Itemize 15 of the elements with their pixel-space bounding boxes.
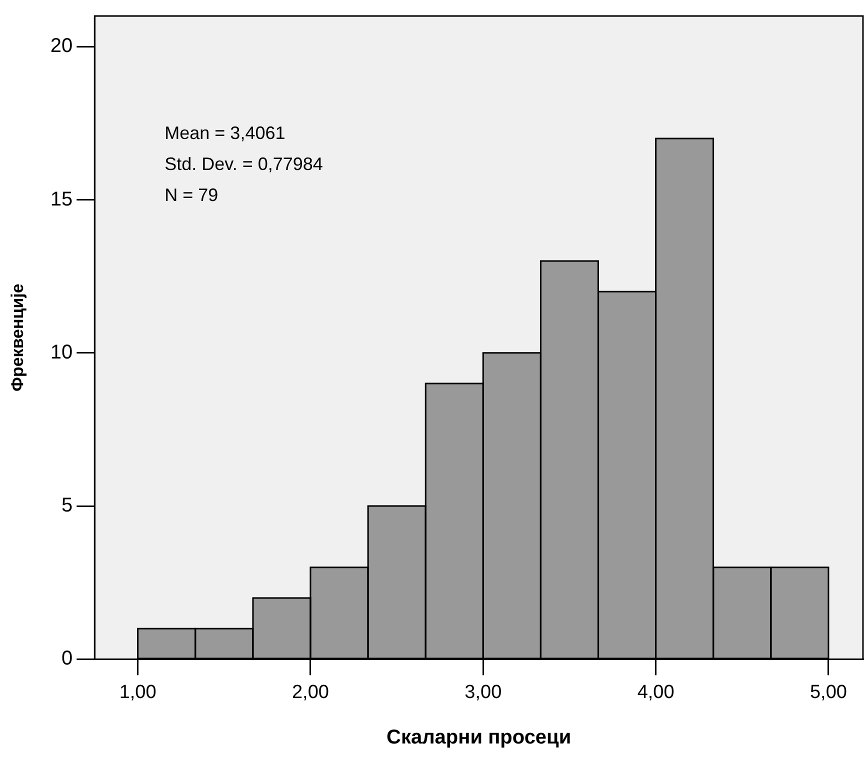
y-tick-label: 5	[62, 494, 73, 517]
y-tick-label: 20	[50, 35, 73, 58]
y-tick-label: 15	[50, 188, 73, 210]
x-axis-title: Скаларни просеци	[386, 726, 572, 749]
x-tick-label: 5,00	[810, 682, 847, 703]
x-tick-label: 2,00	[292, 682, 329, 703]
y-tick-label: 0	[62, 648, 73, 670]
annotation: Std. Dev. = 0,77984	[164, 154, 323, 174]
annotation: N = 79	[164, 184, 218, 205]
x-tick-label: 3,00	[464, 682, 502, 703]
annotation: Mean = 3,4061	[164, 122, 286, 143]
x-tick-label: 4,00	[637, 682, 674, 703]
y-axis-title: Фреквенције	[8, 284, 27, 392]
x-tick-label: 1,00	[119, 682, 156, 703]
y-tick-label: 10	[50, 341, 73, 364]
